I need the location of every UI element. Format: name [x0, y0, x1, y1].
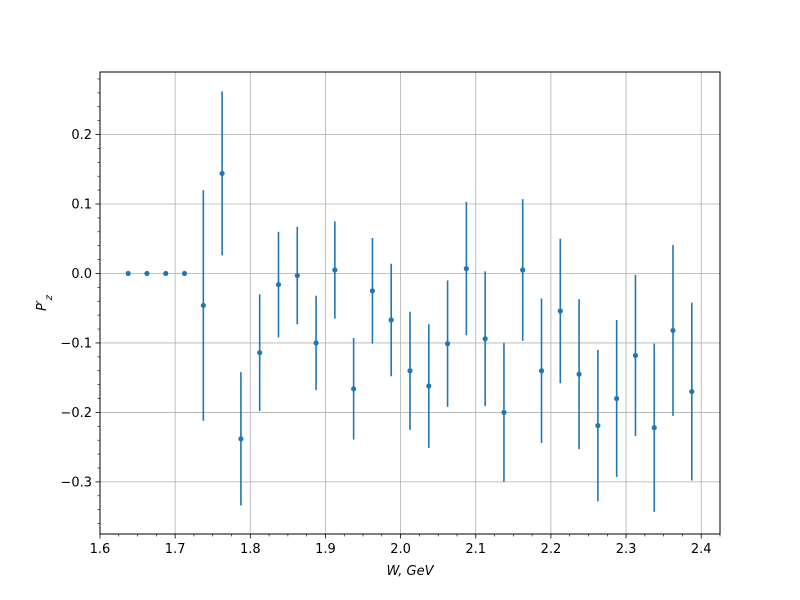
data-point: [501, 409, 507, 416]
x-tick-label: 1.8: [240, 542, 261, 557]
data-point: [257, 350, 263, 356]
y-axis-label-main: P′: [35, 300, 50, 311]
axes-frame: [99, 71, 721, 535]
data-point: [670, 327, 676, 334]
data-point: [144, 270, 150, 277]
y-tick-label: −0.2: [60, 406, 92, 421]
data-point: [200, 302, 206, 309]
y-tick-label: 0.0: [71, 267, 92, 282]
data-point: [689, 388, 695, 395]
x-tick-label: 1.7: [165, 542, 186, 557]
data-point: [595, 423, 601, 429]
data-point: [351, 386, 357, 392]
x-tick-label: 2.4: [691, 542, 712, 557]
data-point: [313, 340, 319, 346]
data-point: [181, 270, 188, 277]
data-point: [632, 352, 639, 359]
data-point: [294, 272, 300, 279]
data-point: [369, 288, 376, 294]
data-point: [332, 267, 338, 273]
plot-area: [100, 72, 720, 534]
y-tick-label: 0.2: [71, 128, 92, 143]
data-point: [388, 317, 394, 323]
data-point: [163, 270, 169, 277]
x-tick-label: 2.2: [541, 542, 562, 557]
x-tick-label: 2.1: [465, 542, 486, 557]
x-tick-label: 2.3: [616, 542, 637, 557]
data-point: [614, 395, 620, 402]
x-tick-label: 2.0: [390, 542, 411, 557]
y-axis-label-subscript: z: [44, 294, 55, 301]
data-point: [426, 383, 432, 389]
data-point: [651, 425, 657, 431]
y-axis-label: P′z: [35, 294, 55, 311]
data-point: [219, 170, 225, 177]
data-point: [463, 266, 469, 272]
data-point: [275, 281, 282, 288]
data-point: [520, 267, 526, 273]
data-series: [125, 91, 695, 512]
data-point: [444, 341, 451, 347]
x-tick-label: 1.9: [315, 542, 336, 557]
x-tick-label: 1.6: [90, 542, 111, 557]
data-point: [238, 436, 244, 442]
data-point: [538, 368, 545, 374]
data-point: [482, 336, 488, 342]
data-point: [557, 308, 563, 314]
x-axis-label: W, GeV: [386, 564, 434, 579]
axis-ticks: 1.6 1.7 1.8 1.9 2.0 2.1 2.2 2.3 2.4 −0.3 −0.2 −0.1 0…: [60, 78, 721, 557]
y-tick-label: 0.1: [71, 198, 92, 213]
data-point: [576, 371, 582, 377]
data-point: [125, 270, 131, 277]
y-tick-label: −0.3: [60, 475, 92, 490]
y-tick-label: −0.1: [60, 336, 92, 351]
data-point: [407, 368, 413, 374]
